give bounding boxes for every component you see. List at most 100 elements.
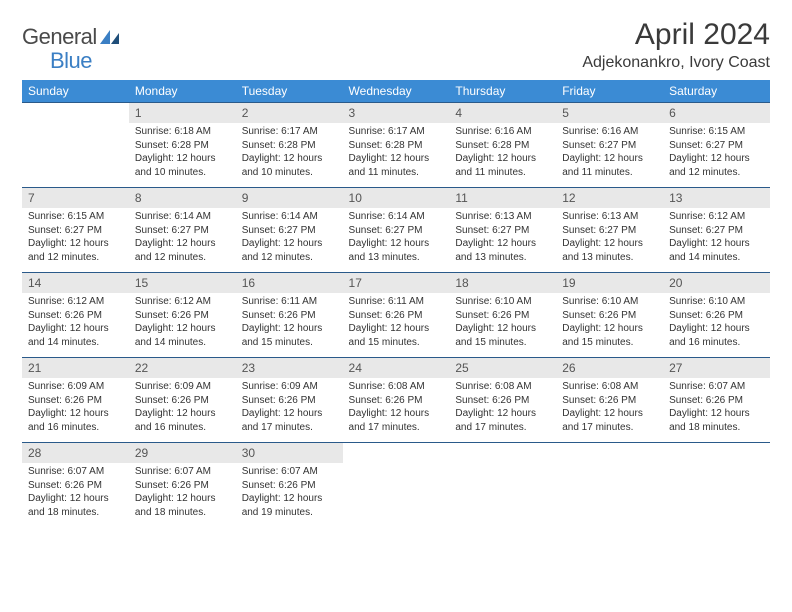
header: GeneralBlue April 2024 Adjekonankro, Ivo… <box>22 18 770 74</box>
day-number-cell: 23 <box>236 358 343 379</box>
sunrise-label: Sunrise: <box>562 296 599 307</box>
day-number: 27 <box>669 361 682 375</box>
sunrise-line: Sunrise: 6:10 AM <box>562 295 657 309</box>
sunrise-line: Sunrise: 6:13 AM <box>562 210 657 224</box>
day-detail-cell: Sunrise: 6:08 AMSunset: 6:26 PMDaylight:… <box>556 378 663 443</box>
sunrise-value: 6:07 AM <box>281 466 318 477</box>
sunrise-value: 6:10 AM <box>495 296 532 307</box>
sunset-label: Sunset: <box>242 310 276 321</box>
daylight-line: Daylight: 12 hours and 13 minutes. <box>562 237 657 264</box>
day-detail-cell: Sunrise: 6:14 AMSunset: 6:27 PMDaylight:… <box>343 208 450 273</box>
sunrise-label: Sunrise: <box>135 211 172 222</box>
day-number: 13 <box>669 191 682 205</box>
day-detail-cell: Sunrise: 6:12 AMSunset: 6:26 PMDaylight:… <box>129 293 236 358</box>
sunrise-line: Sunrise: 6:07 AM <box>242 465 337 479</box>
daylight-label: Daylight: <box>562 153 601 164</box>
sunrise-value: 6:08 AM <box>602 381 639 392</box>
day-detail-cell: Sunrise: 6:17 AMSunset: 6:28 PMDaylight:… <box>236 123 343 188</box>
sunrise-value: 6:16 AM <box>495 126 532 137</box>
week-detail-row: Sunrise: 6:18 AMSunset: 6:28 PMDaylight:… <box>22 123 770 188</box>
daylight-label: Daylight: <box>349 153 388 164</box>
day-number: 24 <box>349 361 362 375</box>
sunset-label: Sunset: <box>242 395 276 406</box>
sunset-label: Sunset: <box>135 480 169 491</box>
sunrise-label: Sunrise: <box>455 211 492 222</box>
sunset-value: 6:27 PM <box>599 225 636 236</box>
sunrise-line: Sunrise: 6:08 AM <box>562 380 657 394</box>
day-number: 9 <box>242 191 249 205</box>
sunset-label: Sunset: <box>242 140 276 151</box>
sunrise-line: Sunrise: 6:17 AM <box>349 125 444 139</box>
dow-saturday: Saturday <box>663 80 770 103</box>
day-number-cell: 24 <box>343 358 450 379</box>
dow-tuesday: Tuesday <box>236 80 343 103</box>
day-number-cell: 7 <box>22 188 129 209</box>
sunset-value: 6:26 PM <box>492 395 529 406</box>
sunset-label: Sunset: <box>349 225 383 236</box>
daylight-label: Daylight: <box>455 238 494 249</box>
sunrise-label: Sunrise: <box>242 126 279 137</box>
day-detail-cell: Sunrise: 6:09 AMSunset: 6:26 PMDaylight:… <box>129 378 236 443</box>
daylight-line: Daylight: 12 hours and 10 minutes. <box>242 152 337 179</box>
sunrise-value: 6:07 AM <box>709 381 746 392</box>
daylight-label: Daylight: <box>669 153 708 164</box>
daylight-label: Daylight: <box>28 493 67 504</box>
sunset-value: 6:26 PM <box>172 310 209 321</box>
sunrise-label: Sunrise: <box>242 381 279 392</box>
sunrise-line: Sunrise: 6:12 AM <box>135 295 230 309</box>
day-number-cell: 17 <box>343 273 450 294</box>
daylight-label: Daylight: <box>135 238 174 249</box>
day-detail-cell: Sunrise: 6:11 AMSunset: 6:26 PMDaylight:… <box>236 293 343 358</box>
day-detail-cell <box>449 463 556 527</box>
day-number-cell <box>343 443 450 464</box>
sunset-label: Sunset: <box>562 140 596 151</box>
dow-thursday: Thursday <box>449 80 556 103</box>
week-daynum-row: 282930 <box>22 443 770 464</box>
dow-sunday: Sunday <box>22 80 129 103</box>
day-detail-cell: Sunrise: 6:10 AMSunset: 6:26 PMDaylight:… <box>663 293 770 358</box>
daylight-label: Daylight: <box>28 238 67 249</box>
day-number: 20 <box>669 276 682 290</box>
day-number: 4 <box>455 106 462 120</box>
sunrise-value: 6:12 AM <box>67 296 104 307</box>
dow-friday: Friday <box>556 80 663 103</box>
daylight-line: Daylight: 12 hours and 15 minutes. <box>562 322 657 349</box>
daylight-label: Daylight: <box>28 323 67 334</box>
daylight-label: Daylight: <box>349 408 388 419</box>
sunset-line: Sunset: 6:28 PM <box>242 139 337 153</box>
day-detail-cell: Sunrise: 6:09 AMSunset: 6:26 PMDaylight:… <box>22 378 129 443</box>
sunset-line: Sunset: 6:26 PM <box>28 394 123 408</box>
sunrise-line: Sunrise: 6:11 AM <box>349 295 444 309</box>
sunset-label: Sunset: <box>349 310 383 321</box>
sunset-value: 6:26 PM <box>278 310 315 321</box>
sunset-value: 6:27 PM <box>172 225 209 236</box>
sunrise-line: Sunrise: 6:16 AM <box>562 125 657 139</box>
day-detail-cell <box>22 123 129 188</box>
sunset-value: 6:28 PM <box>278 140 315 151</box>
sunrise-value: 6:07 AM <box>67 466 104 477</box>
day-detail-cell: Sunrise: 6:18 AMSunset: 6:28 PMDaylight:… <box>129 123 236 188</box>
day-number: 25 <box>455 361 468 375</box>
dow-monday: Monday <box>129 80 236 103</box>
day-detail-cell: Sunrise: 6:07 AMSunset: 6:26 PMDaylight:… <box>236 463 343 527</box>
daylight-label: Daylight: <box>669 238 708 249</box>
sunrise-line: Sunrise: 6:15 AM <box>669 125 764 139</box>
sunrise-value: 6:14 AM <box>281 211 318 222</box>
sunset-label: Sunset: <box>242 480 276 491</box>
sunrise-value: 6:12 AM <box>174 296 211 307</box>
month-title: April 2024 <box>582 18 770 52</box>
sunset-label: Sunset: <box>135 225 169 236</box>
sunrise-value: 6:14 AM <box>174 211 211 222</box>
sunrise-label: Sunrise: <box>562 381 599 392</box>
day-number-cell <box>663 443 770 464</box>
sunset-line: Sunset: 6:26 PM <box>562 394 657 408</box>
sunset-value: 6:26 PM <box>599 310 636 321</box>
sunrise-label: Sunrise: <box>28 296 65 307</box>
daylight-line: Daylight: 12 hours and 12 minutes. <box>242 237 337 264</box>
sunset-line: Sunset: 6:27 PM <box>669 224 764 238</box>
sunset-label: Sunset: <box>135 395 169 406</box>
sunrise-label: Sunrise: <box>455 381 492 392</box>
day-detail-cell: Sunrise: 6:17 AMSunset: 6:28 PMDaylight:… <box>343 123 450 188</box>
sunset-value: 6:27 PM <box>278 225 315 236</box>
sunset-value: 6:27 PM <box>65 225 102 236</box>
